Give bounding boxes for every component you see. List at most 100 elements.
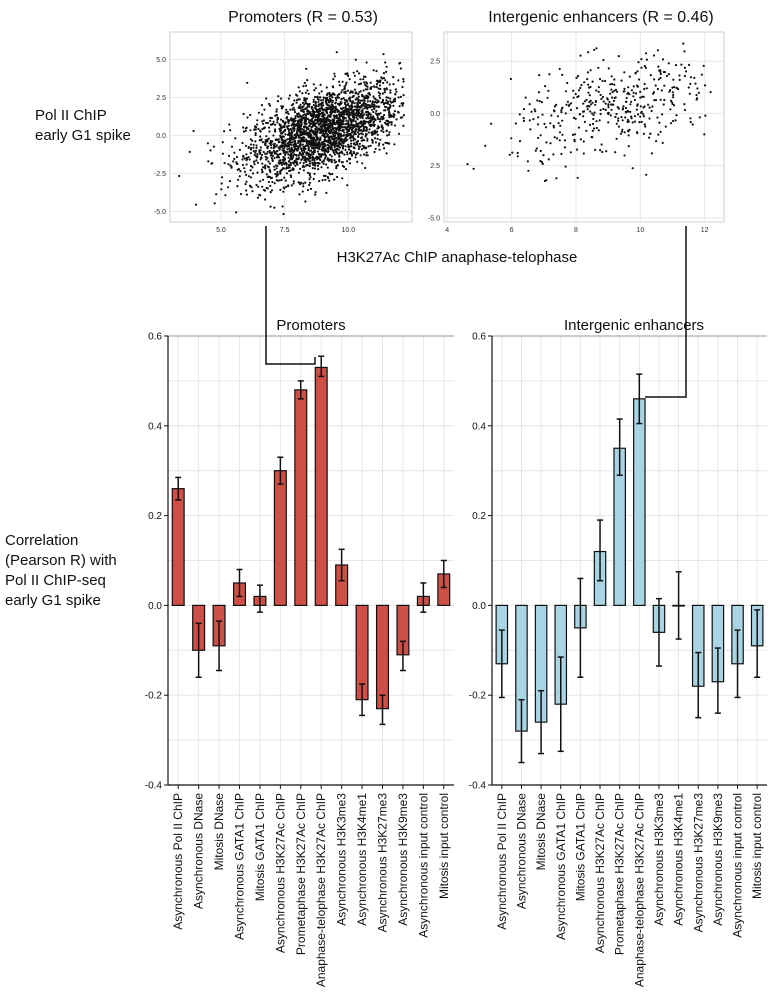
scatter-point bbox=[313, 133, 316, 136]
scatter-point bbox=[320, 99, 323, 102]
scatter-point bbox=[264, 139, 267, 142]
scatter-point bbox=[293, 153, 296, 156]
scatter-point bbox=[357, 93, 360, 96]
scatter-point bbox=[365, 146, 368, 149]
scatter-ylabel-line2: early G1 spike bbox=[35, 127, 131, 144]
scatter-point bbox=[276, 150, 279, 153]
scatter-point bbox=[261, 178, 265, 181]
scatter-point bbox=[636, 113, 640, 116]
scatter-point bbox=[269, 154, 273, 157]
scatter-point bbox=[383, 121, 386, 124]
scatter-point bbox=[333, 117, 336, 120]
scatter-point bbox=[303, 147, 306, 150]
scatter-point bbox=[342, 142, 345, 145]
scatter-point bbox=[276, 116, 279, 119]
scatter-point bbox=[273, 145, 276, 148]
scatter-point bbox=[639, 105, 642, 108]
scatter-point bbox=[380, 124, 383, 127]
scatter-point bbox=[272, 134, 275, 137]
scatter-point bbox=[329, 105, 332, 109]
scatter-point bbox=[314, 100, 317, 103]
scatter-point bbox=[265, 121, 268, 125]
scatter-point bbox=[612, 99, 616, 102]
plot-panel bbox=[443, 31, 725, 223]
scatter-point bbox=[621, 119, 624, 122]
scatter-point bbox=[300, 118, 303, 121]
scatter-point bbox=[367, 117, 370, 120]
scatter-point bbox=[319, 109, 322, 113]
scatter-point bbox=[229, 164, 232, 167]
scatter-point bbox=[254, 133, 257, 137]
scatter-point bbox=[207, 160, 210, 163]
scatter-point bbox=[259, 146, 262, 149]
scatter-point bbox=[669, 89, 672, 92]
scatter-point bbox=[332, 141, 335, 144]
bar-enhancers-title: Intergenic enhancers bbox=[564, 317, 704, 334]
scatter-point bbox=[291, 119, 294, 122]
scatter-point bbox=[317, 98, 320, 101]
y-tick-label: 2.5 bbox=[430, 163, 440, 170]
scatter-point bbox=[270, 176, 274, 179]
scatter-point bbox=[309, 157, 312, 160]
scatter-point bbox=[272, 120, 275, 123]
scatter-point bbox=[605, 150, 608, 153]
scatter-point bbox=[307, 109, 310, 112]
scatter-point bbox=[287, 184, 290, 187]
scatter-point bbox=[275, 108, 278, 111]
scatter-point bbox=[654, 98, 658, 102]
scatter-point bbox=[663, 98, 666, 102]
scatter-point bbox=[362, 75, 366, 78]
scatter-point bbox=[309, 154, 312, 157]
scatter-point bbox=[313, 95, 317, 99]
scatter-point bbox=[627, 134, 630, 137]
scatter-point bbox=[303, 81, 306, 84]
scatter-point bbox=[312, 152, 315, 156]
scatter-point bbox=[582, 102, 585, 105]
scatter-point bbox=[313, 161, 316, 165]
scatter-point bbox=[276, 170, 279, 174]
scatter-point bbox=[628, 75, 631, 78]
scatter-point bbox=[629, 103, 632, 106]
scatter-point bbox=[253, 128, 256, 131]
scatter-point bbox=[385, 96, 388, 99]
scatter-point bbox=[657, 78, 661, 81]
scatter-point bbox=[335, 140, 338, 143]
scatter-point bbox=[298, 125, 301, 128]
scatter-point bbox=[301, 151, 304, 155]
y-tick-label: 0.4 bbox=[472, 421, 486, 432]
scatter-point bbox=[273, 182, 276, 185]
scatter-point bbox=[308, 181, 312, 184]
scatter-point bbox=[251, 139, 254, 142]
scatter-point bbox=[538, 100, 541, 103]
scatter-point bbox=[293, 120, 296, 123]
scatter-point bbox=[537, 123, 540, 126]
scatter-point bbox=[228, 123, 231, 126]
scatter-point bbox=[516, 151, 519, 155]
scatter-point bbox=[346, 138, 349, 141]
scatter-point bbox=[336, 152, 339, 155]
scatter-point bbox=[557, 122, 560, 125]
scatter-point bbox=[307, 92, 310, 95]
scatter-point bbox=[583, 120, 587, 123]
scatter-point bbox=[652, 91, 656, 94]
scatter-point bbox=[291, 141, 294, 144]
scatter-point bbox=[685, 70, 688, 73]
scatter-point bbox=[644, 125, 647, 128]
scatter-point bbox=[316, 117, 319, 120]
scatter-point bbox=[590, 135, 593, 139]
scatter-point bbox=[256, 119, 259, 122]
scatter-point bbox=[588, 105, 591, 108]
x-tick-label: 4 bbox=[445, 227, 449, 234]
scatter-point bbox=[377, 91, 380, 94]
scatter-point bbox=[386, 102, 389, 105]
scatter-point bbox=[349, 118, 352, 121]
scatter-point bbox=[269, 116, 272, 119]
scatter-point bbox=[558, 67, 561, 70]
scatter-point bbox=[395, 90, 398, 93]
scatter-point bbox=[371, 141, 374, 144]
scatter-point bbox=[397, 79, 400, 82]
scatter-point bbox=[353, 74, 356, 77]
scatter-point bbox=[338, 137, 341, 140]
scatter-point bbox=[287, 127, 290, 131]
scatter-point bbox=[314, 87, 317, 90]
